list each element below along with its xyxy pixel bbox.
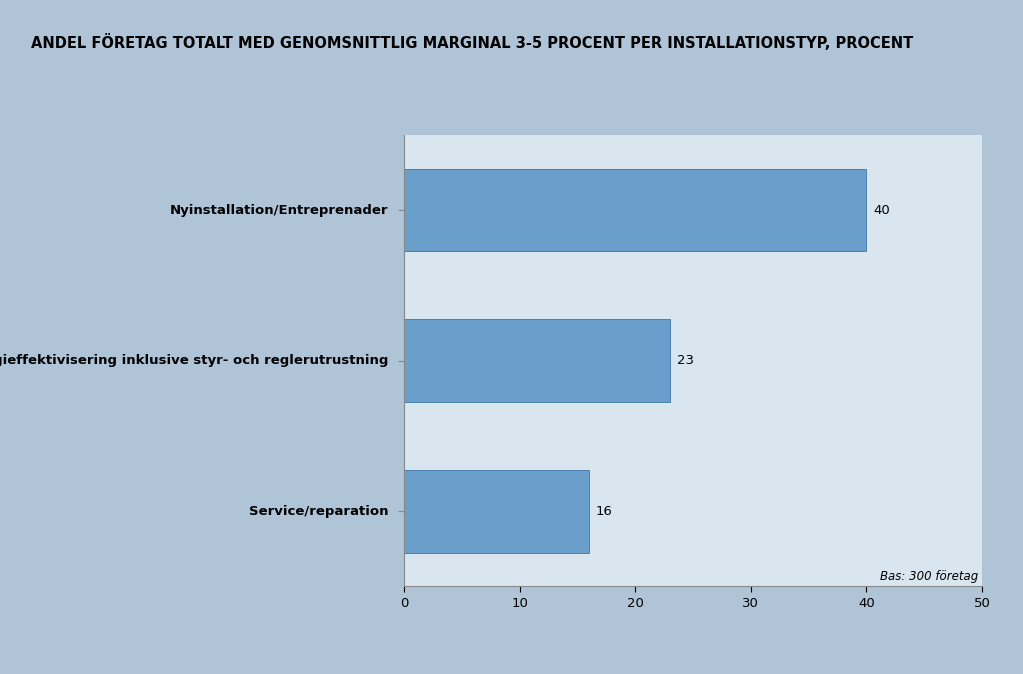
Text: 16: 16 — [596, 505, 613, 518]
Bar — [404, 168, 866, 251]
Text: 23: 23 — [677, 354, 694, 367]
Text: ANDEL FÖRETAG TOTALT MED GENOMSNITTLIG MARGINAL 3-5 PROCENT PER INSTALLATIONSTYP: ANDEL FÖRETAG TOTALT MED GENOMSNITTLIG M… — [31, 34, 913, 51]
Bar — [404, 319, 670, 402]
Text: Energieffektivisering inklusive styr- och reglerutrustning: Energieffektivisering inklusive styr- oc… — [0, 354, 389, 367]
Text: Nyinstallation/Entreprenader: Nyinstallation/Entreprenader — [170, 204, 389, 216]
Bar — [404, 470, 589, 553]
Text: Service/reparation: Service/reparation — [250, 505, 389, 518]
Text: Bas: 300 företag: Bas: 300 företag — [881, 570, 979, 584]
Text: 40: 40 — [874, 204, 890, 216]
